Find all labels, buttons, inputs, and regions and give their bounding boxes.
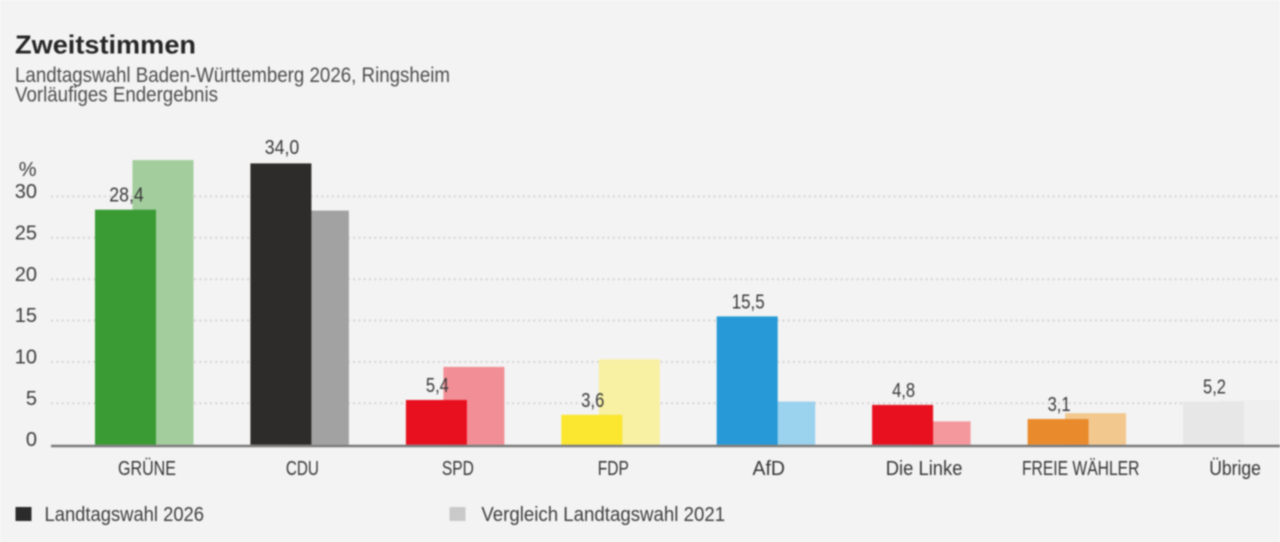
svg-text:CDU: CDU xyxy=(286,458,319,480)
svg-text:3,1: 3,1 xyxy=(1048,394,1071,416)
svg-text:FREIE WÄHLER: FREIE WÄHLER xyxy=(1022,458,1140,480)
svg-text:28,4: 28,4 xyxy=(109,185,144,207)
svg-text:34,0: 34,0 xyxy=(265,137,300,159)
svg-text:3,6: 3,6 xyxy=(581,390,604,412)
svg-text:5: 5 xyxy=(26,388,37,410)
svg-text:25: 25 xyxy=(15,222,37,244)
svg-text:20: 20 xyxy=(15,264,37,286)
svg-text:GRÜNE: GRÜNE xyxy=(118,458,176,480)
svg-text:5,4: 5,4 xyxy=(426,375,449,397)
svg-text:FDP: FDP xyxy=(598,458,629,480)
svg-text:Vergleich Landtagswahl 2021: Vergleich Landtagswahl 2021 xyxy=(481,504,725,526)
svg-text:4,8: 4,8 xyxy=(892,380,915,402)
svg-text:15,5: 15,5 xyxy=(732,291,765,313)
svg-text:15: 15 xyxy=(15,305,37,327)
svg-text:Übrige: Übrige xyxy=(1209,458,1261,480)
svg-text:SPD: SPD xyxy=(442,458,474,480)
svg-text:Landtagswahl 2026: Landtagswahl 2026 xyxy=(45,504,205,526)
svg-text:AfD: AfD xyxy=(752,458,785,480)
svg-text:30: 30 xyxy=(15,181,37,203)
svg-text:10: 10 xyxy=(15,347,37,369)
svg-text:5,2: 5,2 xyxy=(1203,377,1226,399)
svg-text:Vorläufiges Endergebnis: Vorläufiges Endergebnis xyxy=(15,84,218,107)
svg-text:Zweitstimmen: Zweitstimmen xyxy=(15,30,196,60)
svg-text:%: % xyxy=(19,159,37,181)
svg-text:0: 0 xyxy=(26,429,37,451)
svg-text:Landtagswahl Baden-Württemberg: Landtagswahl Baden-Württemberg 2026, Rin… xyxy=(15,64,450,87)
svg-text:Die Linke: Die Linke xyxy=(886,458,963,480)
